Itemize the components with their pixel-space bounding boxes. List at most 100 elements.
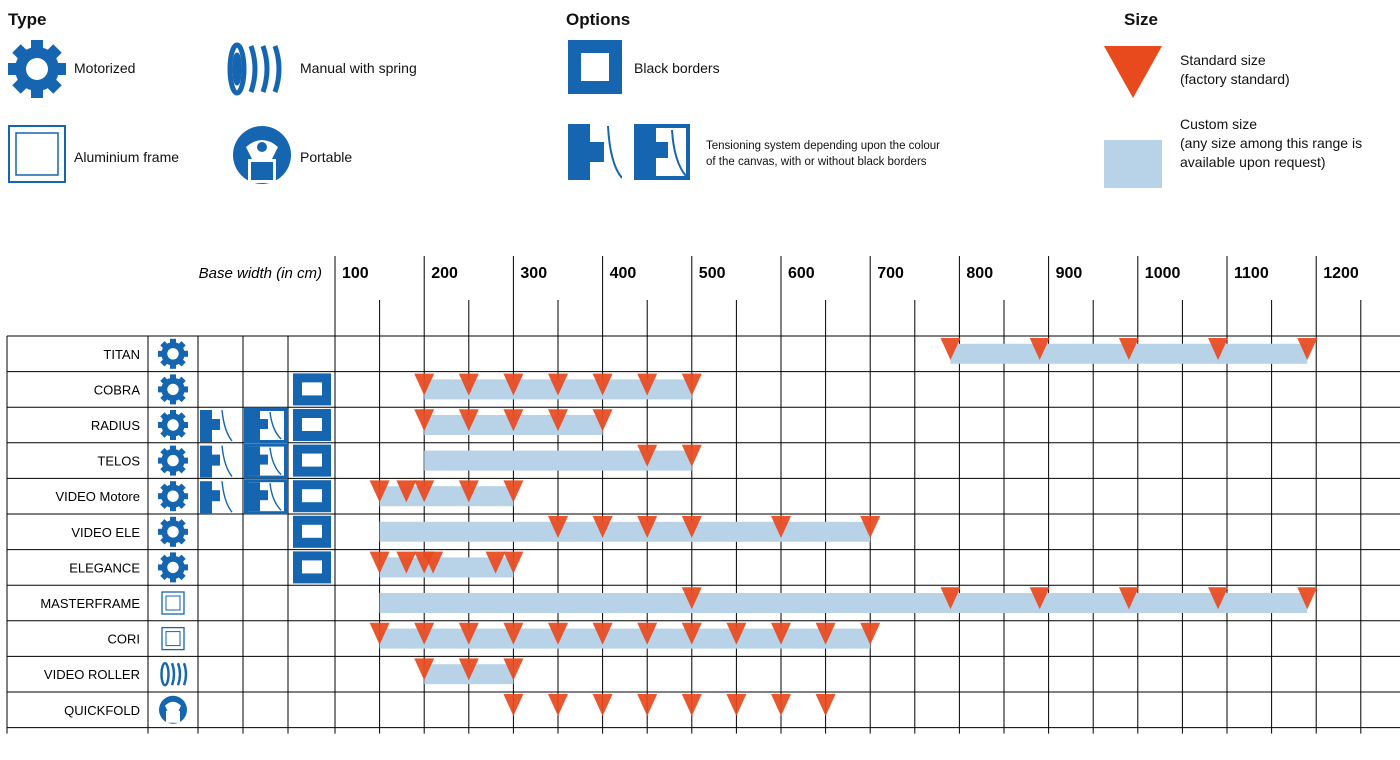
standard-size-marker xyxy=(396,551,417,574)
table-row: TELOS xyxy=(97,443,702,479)
gear-icon xyxy=(158,481,188,512)
standard-size-line1: Standard size xyxy=(1180,52,1266,68)
black-borders-label: Black borders xyxy=(634,60,720,76)
table-row: CORI xyxy=(108,622,881,651)
tick-label: 1200 xyxy=(1323,265,1359,282)
standard-size-marker xyxy=(940,338,961,360)
standard-size-line2: (factory standard) xyxy=(1180,71,1290,87)
standard-size-marker xyxy=(548,373,568,396)
standard-size-marker xyxy=(458,622,479,645)
standard-size-marker xyxy=(815,622,836,645)
black-borders-icon xyxy=(293,480,331,513)
standard-size-marker xyxy=(548,409,568,432)
standard-size-marker xyxy=(771,516,791,538)
tick-label: 700 xyxy=(877,265,904,282)
standard-size-marker xyxy=(681,587,702,610)
tensioning-icon-a xyxy=(200,445,233,478)
manual-spring-label: Manual with spring xyxy=(300,60,417,76)
gear-icon xyxy=(158,552,188,583)
grid-lines xyxy=(6,256,1400,734)
gear-icon xyxy=(158,410,188,440)
portable-label: Portable xyxy=(300,149,353,165)
table-row: VIDEO ROLLER xyxy=(44,658,524,687)
aluminium-frame-label: Aluminium frame xyxy=(74,149,180,165)
standard-size-marker xyxy=(369,480,390,503)
row-name: TITAN xyxy=(103,347,140,362)
standard-size-marker xyxy=(414,622,435,645)
standard-size-marker xyxy=(592,409,613,432)
standard-size-marker xyxy=(458,373,479,396)
table-row: VIDEO Motore xyxy=(55,479,524,515)
black-borders-icon xyxy=(293,515,331,548)
tensioning-line2: of the canvas, with or without black bor… xyxy=(706,156,927,168)
standard-size-marker xyxy=(548,694,568,716)
standard-size-marker xyxy=(726,622,747,645)
gear-icon xyxy=(158,516,188,547)
custom-range-bar xyxy=(424,450,692,471)
black-borders-icon xyxy=(293,444,331,477)
standard-size-marker xyxy=(637,444,658,467)
black-borders-icon xyxy=(293,373,331,406)
standard-size-marker xyxy=(592,373,613,396)
standard-size-marker xyxy=(681,694,702,716)
standard-size-marker xyxy=(637,373,658,396)
tick-label: 600 xyxy=(788,265,815,282)
black-borders-icon xyxy=(293,409,331,441)
row-name: COBRA xyxy=(94,382,141,397)
standard-size-marker xyxy=(860,516,881,538)
standard-size-marker xyxy=(1118,338,1139,360)
standard-size-marker xyxy=(726,694,747,716)
standard-size-marker xyxy=(396,480,417,503)
tensioning-line1: Tensioning system depending upon the col… xyxy=(706,140,940,152)
frame-icon xyxy=(161,626,185,651)
tensioning-icon-b xyxy=(634,124,690,180)
gear-icon xyxy=(8,40,66,98)
standard-size-marker xyxy=(369,551,390,574)
standard-size-marker xyxy=(503,480,524,503)
table-row: TITAN xyxy=(103,338,1318,369)
tick-label: 100 xyxy=(342,265,369,282)
standard-size-marker xyxy=(637,694,658,716)
standard-size-marker xyxy=(414,480,435,503)
custom-size-line1: Custom size xyxy=(1180,116,1258,132)
row-name: VIDEO ELE xyxy=(71,525,140,540)
tick-label: 1100 xyxy=(1234,265,1269,282)
tick-label: 500 xyxy=(699,265,726,282)
standard-size-marker xyxy=(1029,338,1050,360)
motorized-label: Motorized xyxy=(74,60,136,76)
standard-size-marker xyxy=(940,587,961,610)
standard-size-marker xyxy=(637,516,658,538)
standard-size-marker xyxy=(458,409,479,432)
standard-size-marker xyxy=(1029,587,1050,610)
tick-label: 300 xyxy=(520,265,547,282)
standard-size-marker xyxy=(485,551,506,574)
custom-range-bar xyxy=(379,557,514,578)
standard-size-marker xyxy=(503,622,524,645)
standard-size-marker xyxy=(503,373,524,396)
standard-size-marker xyxy=(548,622,568,645)
spring-icon xyxy=(227,42,282,96)
table-row: MASTERFRAME xyxy=(40,587,1318,615)
standard-size-marker xyxy=(1208,338,1229,360)
standard-size-marker xyxy=(548,516,568,538)
tensioning-icon-a xyxy=(200,409,233,442)
black-borders-icon xyxy=(568,40,622,94)
gear-icon xyxy=(158,374,188,405)
spring-icon xyxy=(160,662,188,687)
standard-size-marker xyxy=(503,694,524,716)
standard-size-marker xyxy=(1118,587,1139,610)
row-name: RADIUS xyxy=(91,418,140,433)
standard-size-marker xyxy=(414,409,435,432)
tensioning-icon-a xyxy=(568,124,622,180)
custom-size-line2: (any size among this range is xyxy=(1180,135,1363,151)
standard-size-marker xyxy=(592,516,613,538)
custom-size-line3: available upon request) xyxy=(1180,154,1326,170)
tick-label: 900 xyxy=(1056,265,1083,282)
standard-size-marker xyxy=(1297,338,1318,360)
portable-icon xyxy=(233,126,291,184)
portable-icon xyxy=(159,695,187,724)
standard-size-marker xyxy=(458,480,479,503)
black-borders-icon xyxy=(293,551,331,584)
standard-size-marker xyxy=(592,622,613,645)
